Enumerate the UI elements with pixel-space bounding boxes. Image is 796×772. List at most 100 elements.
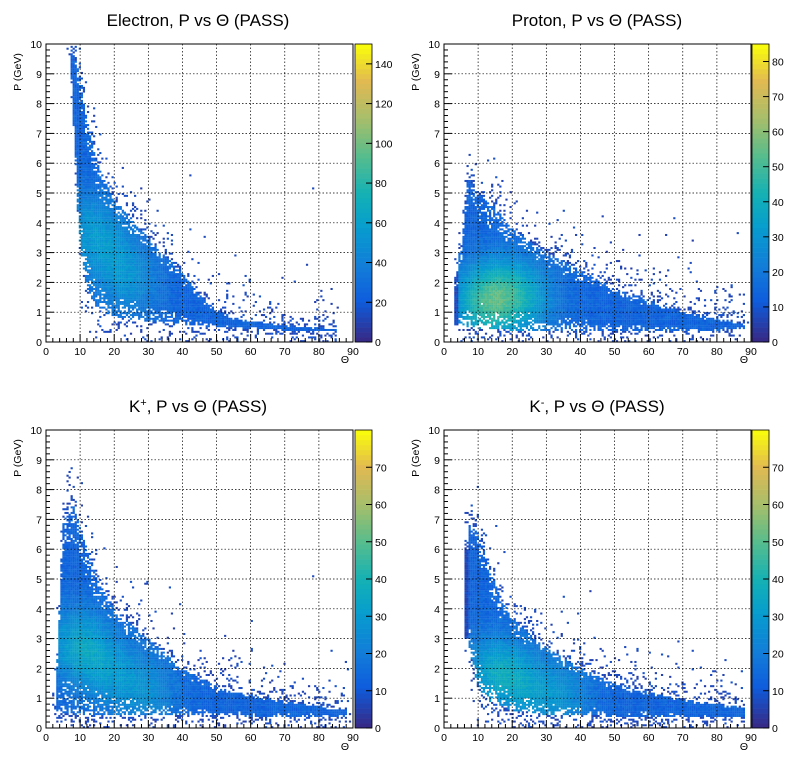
colorbar-tick-label: 70	[772, 92, 784, 104]
y-tick-label: 0	[434, 337, 440, 349]
x-tick-label: 50	[609, 346, 621, 358]
colorbar-tick-label: 0	[375, 723, 381, 735]
colorbar-tick-label: 50	[772, 162, 784, 174]
x-axis-label: Θ	[740, 354, 748, 366]
y-axis-label: P (GeV)	[410, 53, 422, 91]
y-tick-label: 1	[36, 307, 42, 319]
x-tick-label: 20	[506, 346, 518, 358]
x-tick-label: 50	[211, 732, 223, 744]
colorbar-tick-label: 40	[772, 197, 784, 209]
y-tick-label: 4	[36, 218, 42, 230]
y-tick-label: 5	[36, 188, 42, 200]
chart-title: K+, P vs Θ (PASS)	[129, 397, 267, 416]
colorbar-tick-label: 60	[772, 500, 784, 512]
x-tick-label: 60	[643, 732, 655, 744]
colorbar-tick-label: 40	[772, 574, 784, 586]
y-tick-label: 1	[36, 693, 42, 705]
panel-0: 0 10 20 30 40 50 60 70 80 90012345678910020406080…	[12, 11, 393, 366]
y-tick-label: 9	[434, 69, 440, 81]
y-tick-label: 3	[434, 248, 440, 260]
x-axis-label: Θ	[341, 741, 349, 753]
colorbar-tick-label: 40	[375, 258, 387, 270]
y-tick-label: 6	[36, 158, 42, 170]
y-tick-label: 7	[434, 128, 440, 140]
density-cells	[52, 467, 352, 729]
color-bar: 0 10 20 30 40 50 60 70	[751, 429, 784, 735]
colorbar-tick-label: 10	[772, 302, 784, 314]
colorbar-tick-label: 30	[772, 611, 784, 623]
x-tick-label: 30	[540, 346, 552, 358]
x-tick-label: 0	[43, 346, 49, 358]
y-axis-label: P (GeV)	[410, 439, 422, 477]
x-tick-label: 70	[279, 346, 291, 358]
x-tick-label: 80	[313, 346, 325, 358]
x-axis-label: Θ	[740, 741, 748, 753]
y-tick-label: 0	[36, 723, 42, 735]
y-tick-label: 2	[36, 277, 42, 289]
y-tick-label: 0	[434, 723, 440, 735]
colorbar-tick-label: 80	[375, 178, 387, 190]
y-tick-label: 9	[434, 455, 440, 467]
x-tick-label: 0	[43, 732, 49, 744]
colorbar-tick-label: 10	[772, 686, 784, 698]
colorbar-tick-label: 30	[375, 611, 387, 623]
y-tick-label: 3	[36, 634, 42, 646]
x-tick-label: 40	[177, 732, 189, 744]
y-tick-label: 10	[428, 39, 440, 51]
colorbar-tick-label: 120	[375, 99, 393, 111]
x-tick-label: 60	[245, 732, 257, 744]
y-tick-label: 7	[434, 514, 440, 526]
colorbar-tick-label: 10	[375, 686, 387, 698]
colorbar-tick-label: 20	[772, 267, 784, 279]
y-tick-label: 9	[36, 69, 42, 81]
y-tick-label: 8	[36, 485, 42, 497]
y-tick-label: 8	[434, 485, 440, 497]
y-tick-label: 5	[434, 574, 440, 586]
colorbar-tick-label: 0	[772, 337, 778, 349]
colorbar-tick-label: 30	[772, 232, 784, 244]
colorbar-tick-label: 70	[375, 462, 387, 474]
x-tick-label: 10	[74, 732, 86, 744]
x-tick-label: 40	[575, 732, 587, 744]
colorbar-tick-label: 20	[375, 649, 387, 661]
y-tick-label: 2	[434, 277, 440, 289]
y-tick-label: 4	[434, 604, 440, 616]
panel-1: 0 10 20 30 40 50 60 70 80 90 0 1 2 3 4 5 6 7 8 9 10 0 10 20 30 40…	[410, 11, 784, 366]
colorbar-tick-label: 40	[375, 574, 387, 586]
x-tick-label: 10	[472, 732, 484, 744]
x-tick-label: 10	[472, 346, 484, 358]
y-tick-label: 10	[30, 425, 42, 437]
y-axis-label: P (GeV)	[12, 439, 24, 477]
x-tick-label: 0	[441, 346, 447, 358]
grid-lines	[46, 430, 353, 728]
x-tick-label: 60	[245, 346, 257, 358]
y-tick-label: 1	[434, 307, 440, 319]
colorbar-tick-label: 0	[772, 723, 778, 735]
color-bar: 0 10 20 30 40 50 60 70 80	[751, 43, 784, 349]
colorbar-tick-label: 80	[772, 57, 784, 69]
x-tick-label: 50	[609, 732, 621, 744]
y-tick-label: 8	[434, 99, 440, 111]
y-tick-label: 6	[434, 544, 440, 556]
colorbar-tick-label: 0	[375, 337, 381, 349]
x-tick-label: 10	[74, 346, 86, 358]
y-tick-label: 5	[434, 188, 440, 200]
y-tick-label: 4	[434, 218, 440, 230]
x-tick-label: 60	[643, 346, 655, 358]
y-axis-label: P (GeV)	[12, 53, 24, 91]
x-tick-label: 70	[677, 732, 689, 744]
grid-lines	[444, 44, 751, 342]
y-tick-label: 7	[36, 128, 42, 140]
x-tick-label: 90	[745, 732, 757, 744]
x-tick-label: 40	[177, 346, 189, 358]
y-tick-label: 2	[36, 663, 42, 675]
chart-title: Electron, P vs Θ (PASS)	[107, 11, 290, 30]
density-cells	[464, 485, 746, 729]
x-tick-label: 30	[540, 732, 552, 744]
y-tick-label: 2	[434, 663, 440, 675]
colorbar-tick-label: 50	[375, 537, 387, 549]
x-tick-label: 50	[211, 346, 223, 358]
color-bar: 0 20 40 60 80 100 120 140	[354, 43, 393, 349]
chart-title: Proton, P vs Θ (PASS)	[512, 11, 682, 30]
